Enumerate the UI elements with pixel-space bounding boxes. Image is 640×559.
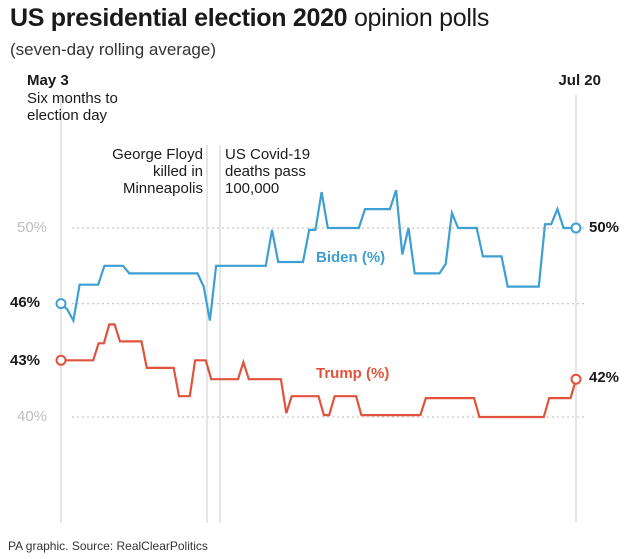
chart-subtitle: (seven-day rolling average) (10, 40, 216, 59)
biden-end-marker (570, 222, 582, 234)
source-footer: PA graphic. Source: RealClearPolitics (8, 539, 208, 553)
chart-title: US presidential election 2020 opinion po… (10, 4, 489, 33)
trump-series-line (61, 323, 578, 419)
trump-start-value: 43% (10, 352, 41, 369)
biden-start-marker (55, 298, 67, 310)
event-floyd-label: George Floyd killed in Minneapolis (112, 146, 203, 197)
trump-end-marker (570, 373, 582, 385)
y-tick-label-40: 40% (17, 408, 48, 425)
biden-series-label: Biden (%) (316, 249, 386, 266)
trump-start-marker (55, 354, 67, 366)
title-bold: US presidential election 2020 (10, 4, 348, 32)
biden-start-value: 46% (10, 294, 41, 311)
start-date-note: Six months to election day (27, 90, 118, 124)
trump-series-label: Trump (%) (316, 365, 390, 382)
end-date-label: Jul 20 (558, 72, 601, 89)
event-covid-label: US Covid-19 deaths pass 100,000 (225, 146, 311, 197)
y-tick-label-50: 50% (17, 219, 48, 236)
trump-end-value: 42% (589, 369, 620, 386)
start-date-label: May 3 (27, 72, 69, 89)
title-light: opinion polls (353, 4, 490, 32)
biden-series-line (60, 189, 576, 324)
biden-end-value: 50% (589, 219, 620, 236)
